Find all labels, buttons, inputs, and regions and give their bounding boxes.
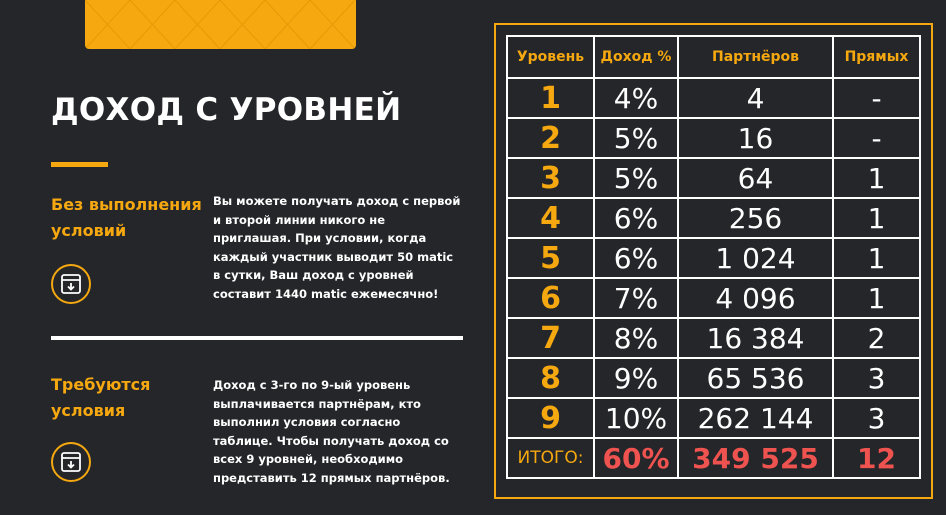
- header-income: Доход %: [593, 35, 679, 79]
- table-row: 3 5% 64 1: [506, 157, 921, 199]
- table-row: 7 8% 16 384 2: [506, 317, 921, 359]
- direct-cell: -: [832, 77, 921, 119]
- direct-cell: 3: [832, 357, 921, 399]
- partners-cell: 16 384: [677, 317, 834, 359]
- header-level: Уровень: [506, 35, 595, 79]
- income-cell: 10%: [593, 397, 679, 439]
- header-partners: Партнёров: [677, 35, 834, 79]
- partners-cell: 1 024: [677, 237, 834, 279]
- level-cell: 6: [506, 277, 595, 319]
- level-cell: 5: [506, 237, 595, 279]
- section-heading-no-conditions: Без выполнения условий: [51, 195, 202, 240]
- partners-cell: 256: [677, 197, 834, 239]
- income-cell: 4%: [593, 77, 679, 119]
- section-text-conditions-required: Доход с 3-го по 9-ый уровень выплачивает…: [213, 378, 450, 485]
- total-direct: 12: [832, 437, 921, 479]
- level-cell: 8: [506, 357, 595, 399]
- direct-cell: 1: [832, 197, 921, 239]
- section-heading-conditions-required: Требуются условия: [51, 375, 151, 420]
- table-frame: [494, 23, 933, 499]
- direct-cell: 1: [832, 277, 921, 319]
- table-row: 2 5% 16 -: [506, 117, 921, 159]
- direct-cell: 2: [832, 317, 921, 359]
- partners-cell: 16: [677, 117, 834, 159]
- income-cell: 6%: [593, 197, 679, 239]
- section-divider: [51, 336, 463, 340]
- income-cell: 8%: [593, 317, 679, 359]
- level-cell: 3: [506, 157, 595, 199]
- diamond-pattern: [85, 0, 356, 49]
- level-cell: 4: [506, 197, 595, 239]
- page-title: ДОХОД С УРОВНЕЙ: [51, 92, 402, 128]
- table-row: 6 7% 4 096 1: [506, 277, 921, 319]
- table-header-row: Уровень Доход % Партнёров Прямых: [506, 35, 921, 79]
- header-direct: Прямых: [832, 35, 921, 79]
- table-row: 4 6% 256 1: [506, 197, 921, 239]
- title-underline: [51, 162, 108, 167]
- table-row: 9 10% 262 144 3: [506, 397, 921, 439]
- partners-cell: 65 536: [677, 357, 834, 399]
- partners-cell: 4 096: [677, 277, 834, 319]
- level-cell: 7: [506, 317, 595, 359]
- level-cell: 1: [506, 77, 595, 119]
- income-cell: 9%: [593, 357, 679, 399]
- section-text-no-conditions: Вы можете получать доход с первой и втор…: [213, 194, 461, 301]
- top-banner: [85, 0, 356, 49]
- income-cell: 5%: [593, 157, 679, 199]
- income-cell: 6%: [593, 237, 679, 279]
- income-cell: 7%: [593, 277, 679, 319]
- partners-cell: 262 144: [677, 397, 834, 439]
- level-cell: 9: [506, 397, 595, 439]
- total-row: ИТОГО: 60% 349 525 12: [506, 437, 921, 479]
- total-partners: 349 525: [677, 437, 834, 479]
- direct-cell: -: [832, 117, 921, 159]
- table-row: 1 4% 4 -: [506, 77, 921, 119]
- direct-cell: 1: [832, 157, 921, 199]
- level-cell: 2: [506, 117, 595, 159]
- total-income: 60%: [593, 437, 679, 479]
- download-window-icon: [51, 442, 91, 482]
- direct-cell: 1: [832, 237, 921, 279]
- direct-cell: 3: [832, 397, 921, 439]
- download-window-icon: [51, 264, 91, 304]
- table-row: 5 6% 1 024 1: [506, 237, 921, 279]
- income-cell: 5%: [593, 117, 679, 159]
- income-table: Уровень Доход % Партнёров Прямых 1 4% 4 …: [506, 35, 921, 479]
- table-row: 8 9% 65 536 3: [506, 357, 921, 399]
- total-label: ИТОГО:: [506, 437, 595, 479]
- partners-cell: 4: [677, 77, 834, 119]
- partners-cell: 64: [677, 157, 834, 199]
